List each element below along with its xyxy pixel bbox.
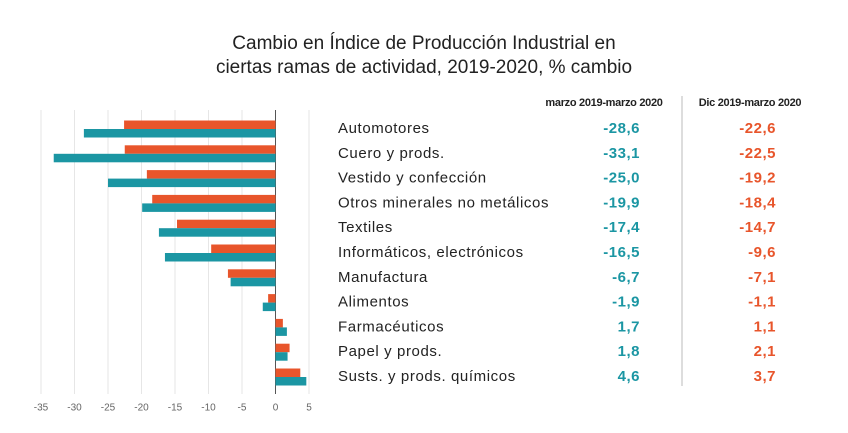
x-tick-label: 5 xyxy=(306,403,312,414)
x-tick-label: -10 xyxy=(201,403,216,414)
x-tick-label: -20 xyxy=(134,403,149,414)
value-label: -14,7 xyxy=(739,219,776,236)
category-label: Manufactura xyxy=(338,269,428,286)
bar xyxy=(158,228,276,237)
x-tick-label: 0 xyxy=(273,403,279,414)
category-label: Papel y prods. xyxy=(338,343,442,360)
category-label: Automotores xyxy=(338,120,430,137)
category-label: Farmacéuticos xyxy=(338,318,444,335)
bar xyxy=(152,194,276,204)
x-tick-label: -25 xyxy=(101,403,116,414)
bar xyxy=(177,219,276,229)
category-label: Alimentos xyxy=(338,294,409,311)
chart-title: Cambio en Índice de Producción Industria… xyxy=(232,33,615,54)
bar xyxy=(146,170,276,179)
bar xyxy=(108,178,276,188)
x-tick-label: -30 xyxy=(67,403,82,414)
value-label: -1,9 xyxy=(612,294,640,311)
x-tick-label: -15 xyxy=(168,403,183,414)
x-tick-label: -5 xyxy=(238,403,247,414)
value-label: -18,4 xyxy=(739,194,776,211)
bar xyxy=(275,318,283,328)
value-label: -22,6 xyxy=(739,120,776,137)
x-tick-label: -35 xyxy=(34,403,49,414)
value-label: -33,1 xyxy=(603,145,640,162)
bar xyxy=(275,352,288,361)
bar xyxy=(230,277,276,287)
bar xyxy=(124,120,276,129)
bar xyxy=(164,253,276,262)
column-header: marzo 2019-marzo 2020 xyxy=(545,97,662,109)
bar xyxy=(124,145,276,154)
value-label: -28,6 xyxy=(603,120,640,137)
bar xyxy=(275,343,290,353)
bar xyxy=(83,129,276,138)
column-header: Dic 2019-marzo 2020 xyxy=(699,97,802,109)
bar xyxy=(275,327,287,336)
value-label: 2,1 xyxy=(754,343,776,360)
category-label: Otros minerales no metálicos xyxy=(338,194,549,211)
bar xyxy=(275,377,307,386)
value-label: -19,9 xyxy=(603,194,640,211)
value-label: -17,4 xyxy=(603,219,640,236)
value-label: 1,8 xyxy=(618,343,640,360)
value-label: -22,5 xyxy=(739,145,776,162)
bar xyxy=(262,302,276,312)
value-label: -1,1 xyxy=(748,294,776,311)
category-label: Susts. y prods. químicos xyxy=(338,368,516,385)
value-label: -7,1 xyxy=(748,269,776,286)
value-label: 3,7 xyxy=(754,368,776,385)
category-label: Informáticos, electrónicos xyxy=(338,244,524,261)
chart-title: ciertas ramas de actividad, 2019-2020, %… xyxy=(216,57,632,78)
value-label: 1,7 xyxy=(618,318,640,335)
bar xyxy=(142,203,276,212)
value-label: -9,6 xyxy=(748,244,776,261)
value-label: -19,2 xyxy=(739,170,776,187)
bar xyxy=(275,368,301,377)
category-label: Textiles xyxy=(338,219,393,236)
value-label: -6,7 xyxy=(612,269,640,286)
category-label: Vestido y confección xyxy=(338,170,487,187)
bar xyxy=(227,269,276,278)
bar xyxy=(211,244,276,253)
value-label: 4,6 xyxy=(618,368,640,385)
value-label: -25,0 xyxy=(603,170,640,187)
bar xyxy=(268,294,276,303)
value-label: -16,5 xyxy=(603,244,640,261)
bar xyxy=(53,153,276,163)
value-label: 1,1 xyxy=(754,318,776,335)
category-label: Cuero y prods. xyxy=(338,145,445,162)
